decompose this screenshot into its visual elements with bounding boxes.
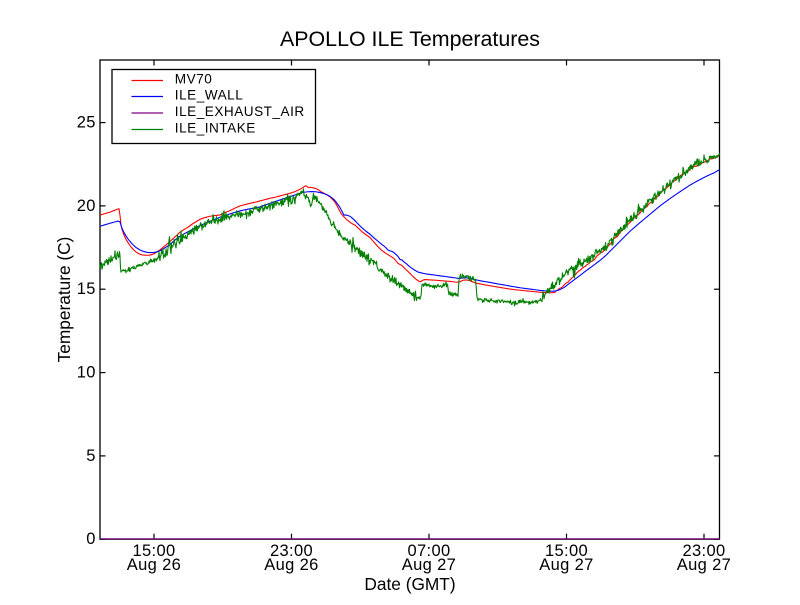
svg-text:15: 15 bbox=[77, 280, 96, 298]
svg-text:APOLLO ILE Temperatures: APOLLO ILE Temperatures bbox=[280, 27, 540, 51]
svg-text:Aug 27: Aug 27 bbox=[677, 556, 731, 574]
svg-text:15:00: 15:00 bbox=[545, 542, 588, 560]
svg-text:MV70: MV70 bbox=[175, 72, 213, 87]
svg-text:ILE_WALL: ILE_WALL bbox=[175, 87, 243, 102]
svg-text:5: 5 bbox=[86, 447, 96, 465]
svg-text:10: 10 bbox=[77, 364, 96, 382]
svg-text:23:00: 23:00 bbox=[682, 542, 725, 560]
svg-text:ILE_EXHAUST_AIR: ILE_EXHAUST_AIR bbox=[175, 104, 305, 119]
svg-text:25: 25 bbox=[77, 114, 96, 132]
svg-text:Aug 26: Aug 26 bbox=[264, 556, 318, 574]
svg-text:15:00: 15:00 bbox=[132, 542, 175, 560]
svg-text:Aug 26: Aug 26 bbox=[127, 556, 181, 574]
svg-text:Date (GMT): Date (GMT) bbox=[364, 574, 455, 594]
svg-text:07:00: 07:00 bbox=[407, 542, 450, 560]
svg-text:Aug 27: Aug 27 bbox=[539, 556, 593, 574]
svg-text:23:00: 23:00 bbox=[270, 542, 313, 560]
svg-text:Temperature (C): Temperature (C) bbox=[54, 237, 74, 363]
svg-text:ILE_INTAKE: ILE_INTAKE bbox=[175, 120, 256, 135]
svg-text:20: 20 bbox=[77, 197, 96, 215]
svg-text:0: 0 bbox=[86, 530, 96, 548]
svg-text:Aug 27: Aug 27 bbox=[402, 556, 456, 574]
